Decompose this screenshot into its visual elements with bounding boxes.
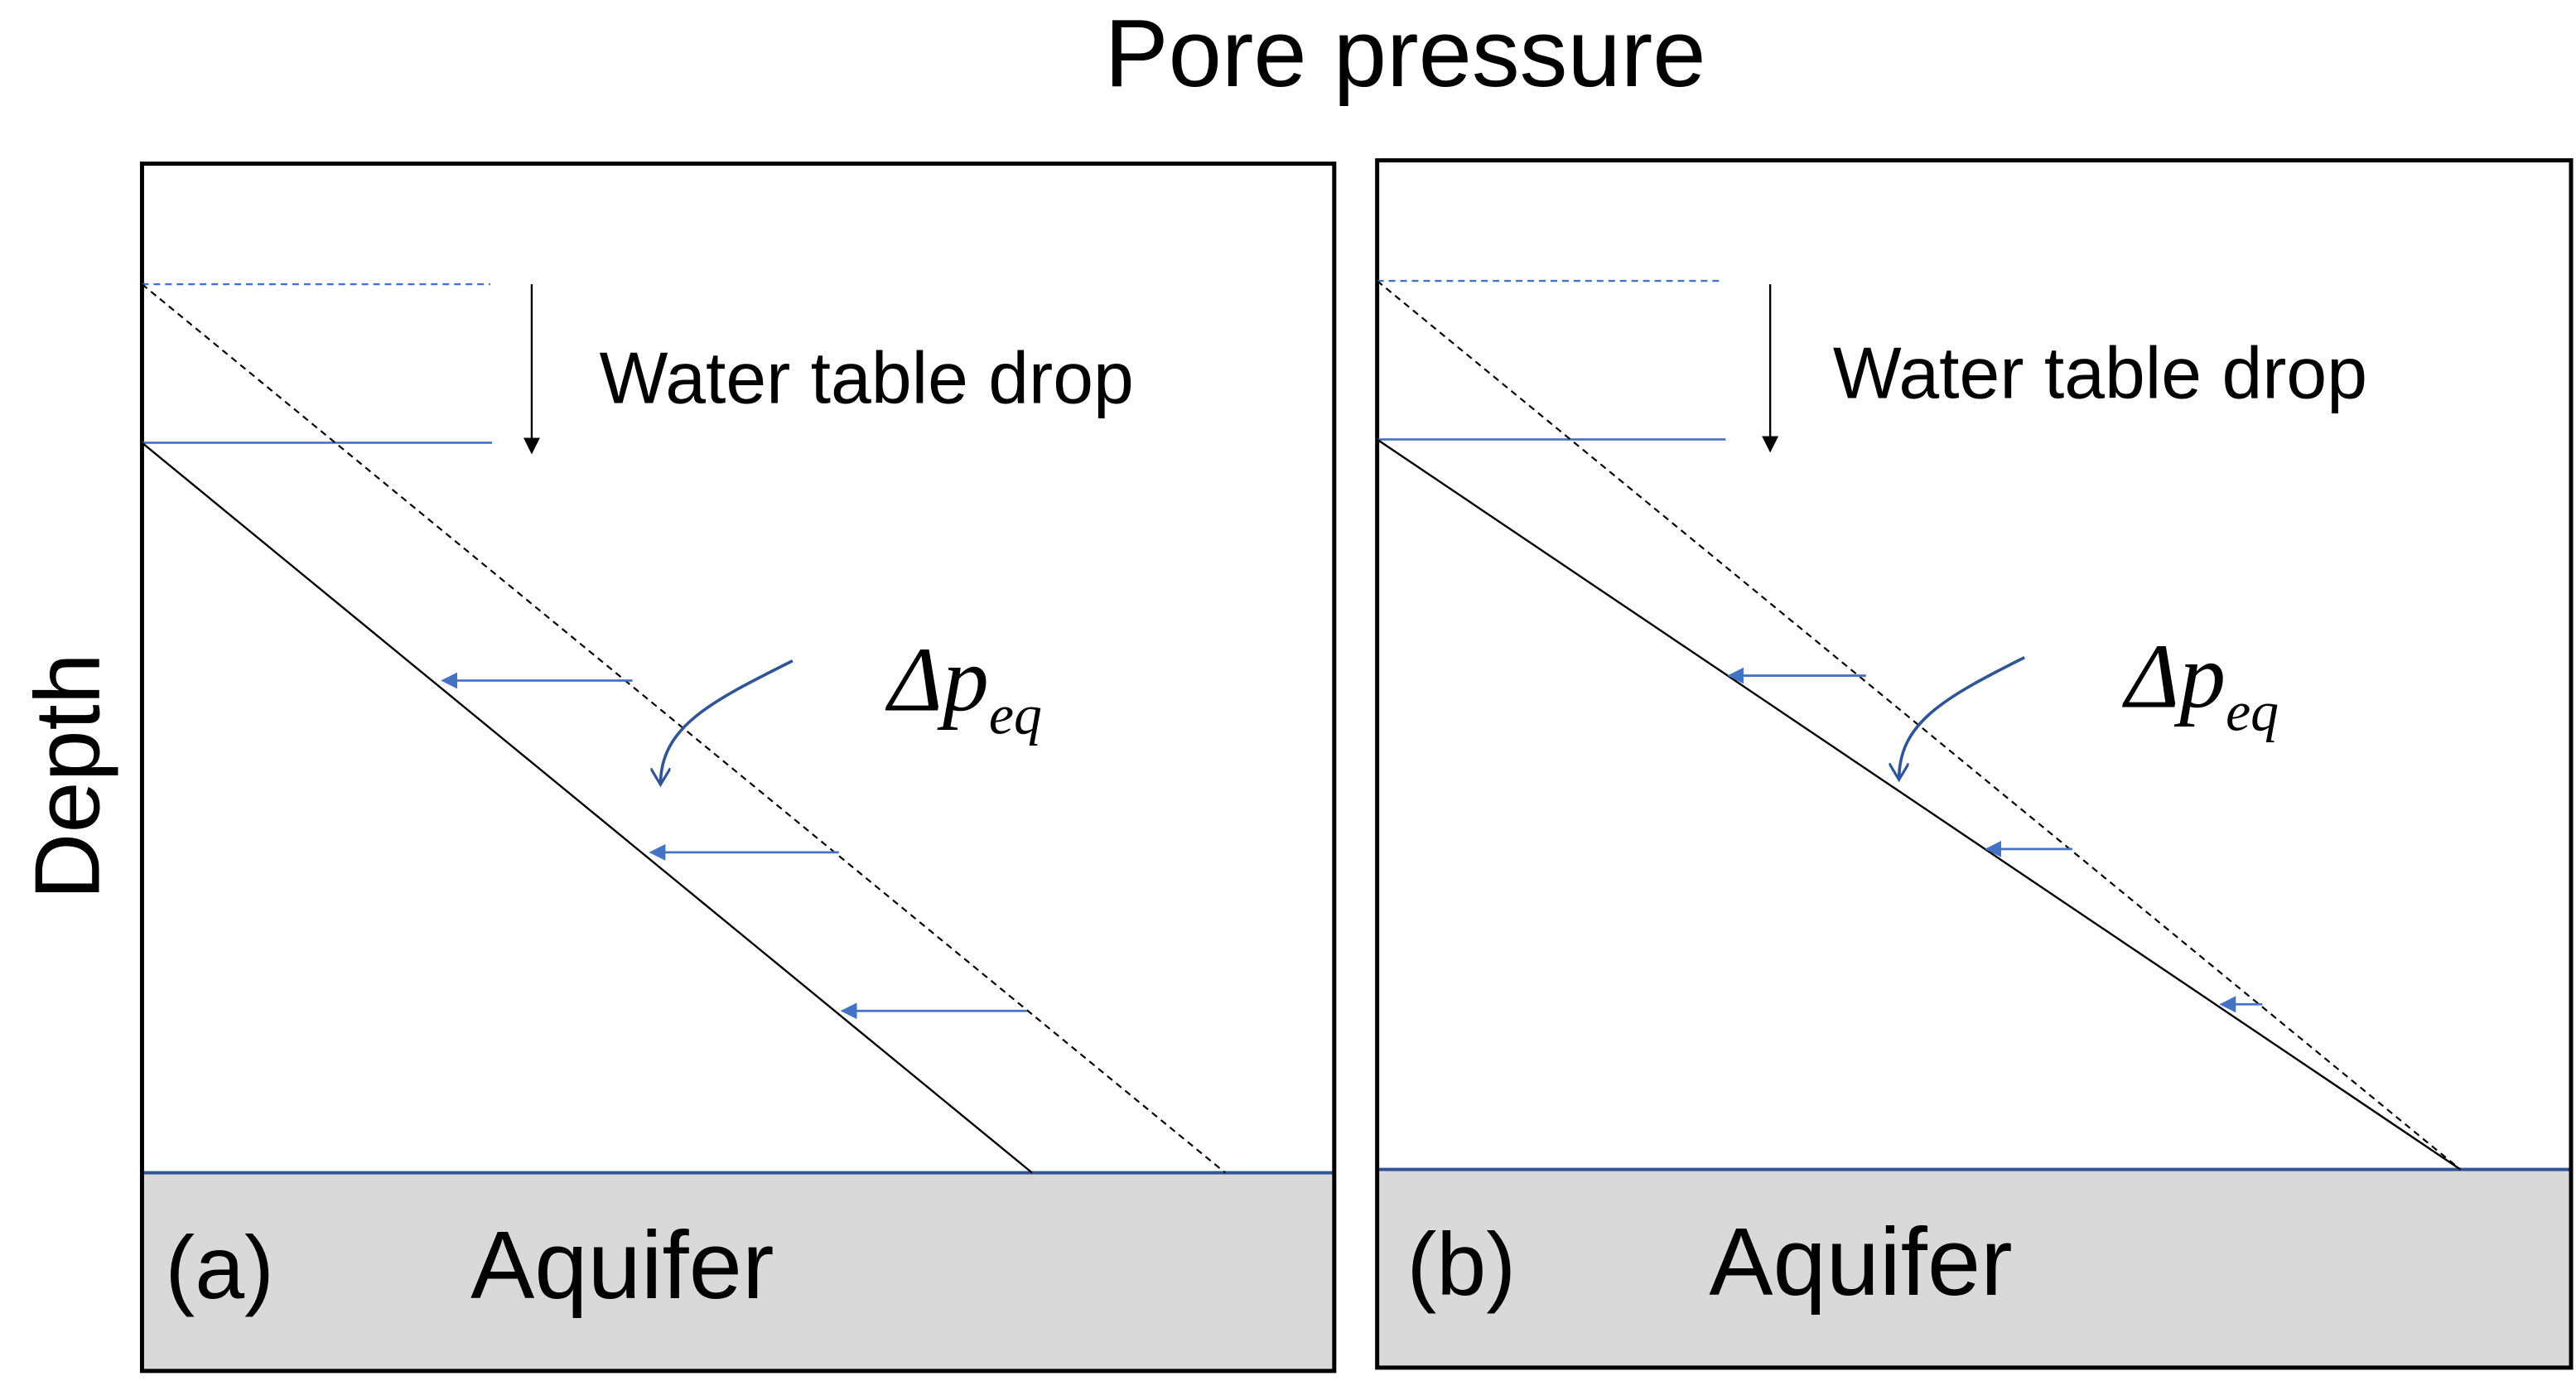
- aquifer-band: [140, 1171, 1336, 1373]
- new-pressure-profile: [141, 442, 1033, 1174]
- title: Pore pressure: [1104, 0, 1705, 107]
- panel-b: Water table drop Δpeq (b) Aquifer: [1375, 158, 2574, 1370]
- initial-pressure-profile: [1376, 280, 2462, 1171]
- delta-p-eq-label: Δpeq: [2122, 625, 2279, 742]
- aquifer-label: Aquifer: [1709, 1208, 2012, 1316]
- water-table-drop-label: Water table drop: [1833, 333, 2367, 414]
- depth-axis-label: Depth: [16, 653, 119, 900]
- aquifer-band: [1375, 1167, 2574, 1369]
- water-table-drop-label: Water table drop: [600, 338, 1134, 419]
- curved-pointer-arrow: [660, 659, 794, 785]
- panel-tag: (b): [1407, 1214, 1517, 1314]
- panel-a: Water table drop Δpeq (a) Aquifer: [139, 162, 1337, 1374]
- delta-p-eq-label: Δpeq: [885, 629, 1042, 746]
- aquifer-label: Aquifer: [470, 1211, 774, 1319]
- panel-frame: [139, 162, 1337, 1374]
- initial-pressure-profile: [141, 283, 1226, 1174]
- panel-frame: [1375, 158, 2574, 1370]
- new-pressure-profile: [1376, 438, 2462, 1171]
- panel-tag: (a): [165, 1218, 274, 1317]
- curved-pointer-arrow: [1899, 656, 2025, 780]
